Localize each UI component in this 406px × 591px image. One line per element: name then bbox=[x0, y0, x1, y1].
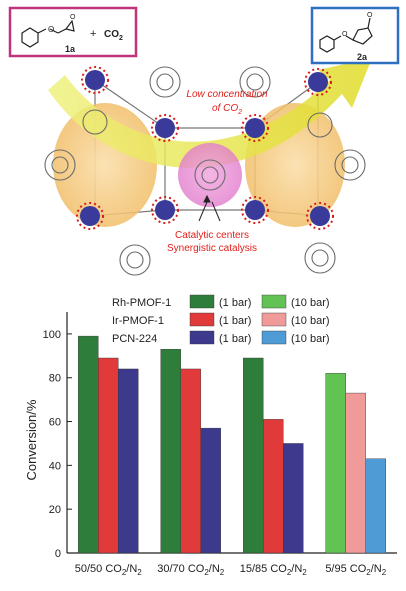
catalytic-highlight bbox=[178, 143, 242, 207]
legend-series-name: Rh-PMOF-1 bbox=[112, 297, 171, 309]
x-tick-label: 30/70 CO2/N2 bbox=[157, 563, 225, 577]
y-tick-label: 0 bbox=[55, 548, 61, 560]
low-concentration-line1: Low concentration bbox=[186, 89, 268, 100]
bar-pcn-224-1 bbox=[200, 427, 221, 554]
product-label: 2a bbox=[357, 52, 368, 62]
legend-swatch-low bbox=[189, 330, 215, 345]
y-tick-label: 40 bbox=[49, 460, 61, 472]
reactant-label: 1a bbox=[65, 44, 76, 54]
bar-pcn-224-0 bbox=[118, 368, 139, 554]
catalytic-arrows bbox=[198, 194, 221, 222]
svg-text:O: O bbox=[48, 25, 54, 34]
legend-series-name: PCN-224 bbox=[112, 333, 157, 345]
y-tick-label: 60 bbox=[49, 417, 61, 429]
bar-ir-pmof-1-1 bbox=[180, 368, 201, 554]
legend-swatch-high bbox=[261, 312, 287, 327]
legend-pressure-high: (10 bar) bbox=[291, 333, 330, 345]
bar-ir-pmof-1-0 bbox=[98, 357, 119, 554]
reactant-box: O O 1a + CO2 bbox=[8, 6, 138, 58]
svg-text:O: O bbox=[70, 14, 76, 21]
epoxide-structure bbox=[21, 19, 75, 48]
synergistic-catalysis-label: Synergistic catalysis bbox=[167, 243, 257, 254]
legend-swatch-high bbox=[261, 330, 287, 345]
bar-pcn-224-3 bbox=[365, 458, 386, 554]
product-box: O O 2a bbox=[310, 6, 400, 65]
legend: Rh-PMOF-1 (1 bar) (10 bar) Ir-PMOF-1 (1 bar)… bbox=[112, 294, 330, 345]
x-tick-label: 15/85 CO2/N2 bbox=[240, 563, 308, 577]
x-tick-label: 5/95 CO2/N2 bbox=[325, 563, 386, 577]
bar-rh-pmof-1-2 bbox=[243, 357, 264, 554]
low-concentration-line2: of CO2 bbox=[212, 103, 242, 116]
x-tick-label: 50/50 CO2/N2 bbox=[75, 563, 143, 577]
bar-ir-pmof-1-3 bbox=[345, 392, 366, 554]
bar-rh-pmof-1-0 bbox=[78, 335, 99, 554]
svg-text:O: O bbox=[367, 12, 373, 19]
legend-series-name: Ir-PMOF-1 bbox=[112, 315, 164, 327]
bar-rh-pmof-1-1 bbox=[160, 349, 181, 554]
bar-chart: 0 20 40 60 80 100 50/50 CO2/N2 30/70 CO2/N2 15/… bbox=[24, 294, 397, 577]
bar-rh-pmof-1-3 bbox=[325, 373, 346, 554]
bar-pcn-224-2 bbox=[283, 443, 304, 554]
legend-pressure-high: (10 bar) bbox=[291, 315, 330, 327]
legend-swatch-low bbox=[189, 294, 215, 309]
y-tick-label: 100 bbox=[43, 329, 61, 341]
carbonate-structure bbox=[319, 17, 373, 53]
y-tick-label: 80 bbox=[49, 373, 61, 385]
svg-text:O: O bbox=[342, 31, 348, 38]
catalytic-centers-label: Catalytic centers bbox=[175, 230, 249, 241]
legend-pressure-low: (1 bar) bbox=[219, 333, 251, 345]
co2-label: CO2 bbox=[104, 29, 123, 42]
plus-sign: + bbox=[90, 28, 96, 40]
reaction-arrow bbox=[48, 58, 372, 168]
metal-clusters bbox=[76, 66, 334, 230]
bars-layer bbox=[78, 335, 386, 554]
scheme-illustration: O O 1a + CO2 O O 2a Low concentration of… bbox=[8, 6, 400, 276]
y-axis-label: Conversion/% bbox=[24, 399, 39, 480]
x-axis-labels: 50/50 CO2/N2 30/70 CO2/N2 15/85 CO2/N2 5/95… bbox=[75, 563, 387, 577]
y-axis-ticks: 0 20 40 60 80 100 bbox=[43, 329, 72, 560]
legend-pressure-low: (1 bar) bbox=[219, 315, 251, 327]
legend-swatch-high bbox=[261, 294, 287, 309]
porphyrin-rings bbox=[44, 66, 366, 276]
bar-ir-pmof-1-2 bbox=[263, 419, 284, 554]
legend-pressure-low: (1 bar) bbox=[219, 297, 251, 309]
legend-swatch-low bbox=[189, 312, 215, 327]
y-tick-label: 20 bbox=[49, 504, 61, 516]
legend-pressure-high: (10 bar) bbox=[291, 297, 330, 309]
